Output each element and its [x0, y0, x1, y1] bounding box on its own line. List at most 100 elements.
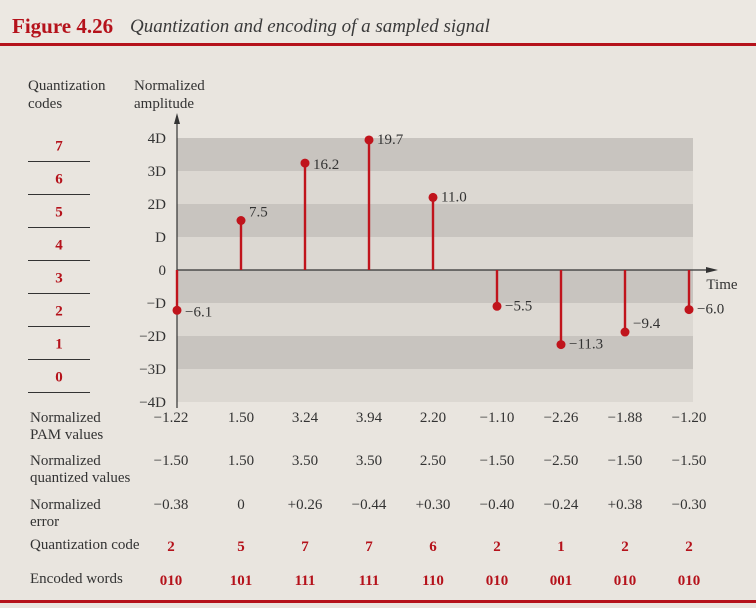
table-cell: 2.50 [419, 453, 447, 469]
table-cell: −1.50 [671, 453, 707, 469]
y-tick-label: 3D [148, 164, 167, 180]
table-row-label: Quantization code [30, 537, 140, 553]
table-row-label: Normalized quantized values [30, 453, 131, 486]
quantization-code-label: 0 [55, 370, 63, 386]
table-cell: +0.26 [287, 497, 323, 513]
table-cell: 1.50 [227, 410, 255, 426]
sample-value-label: 19.7 [377, 132, 404, 148]
sample-point [300, 158, 310, 168]
sample-point [620, 327, 630, 337]
table-cell: 5 [237, 539, 245, 555]
table-cell: −0.40 [479, 497, 515, 513]
table-cell: 010 [485, 573, 509, 589]
y-tick-label: 4D [148, 131, 167, 147]
table-cell: 111 [358, 573, 380, 589]
table-cell: 010 [159, 573, 183, 589]
table-cell: 111 [294, 573, 316, 589]
codes-column-label: Quantization codes [28, 78, 106, 112]
figure-label: Figure 4.26 [12, 14, 114, 38]
bottom-rule [0, 600, 756, 603]
table-cell: 3.50 [355, 453, 383, 469]
table-cell: +0.38 [607, 497, 643, 513]
table-cell: 7 [301, 539, 309, 555]
amplitude-band [177, 204, 693, 237]
table-cell: −0.30 [671, 497, 707, 513]
table-row-label: Normalized PAM values [30, 410, 104, 443]
table-cell: 1 [557, 539, 565, 555]
table-cell: 2.20 [419, 410, 447, 426]
table-cell: 010 [613, 573, 637, 589]
table-cell: −2.26 [543, 410, 579, 426]
sample-value-label: 7.5 [249, 205, 268, 221]
x-axis-label: Time [706, 277, 737, 293]
sample-point [492, 301, 502, 311]
y-tick-label: −2D [139, 329, 166, 345]
y-tick-label: −3D [139, 362, 166, 378]
table-row-label: Encoded words [30, 571, 123, 587]
table-cell: −1.50 [479, 453, 515, 469]
sample-point [236, 216, 246, 225]
sample-value-label: −11.3 [569, 337, 603, 353]
table-cell: 2 [167, 539, 175, 555]
header-rule [0, 43, 756, 46]
table-cell: 2 [621, 539, 629, 555]
quantization-code-label: 2 [55, 304, 63, 320]
sample-value-label: −5.5 [505, 298, 532, 314]
table-cell: 0 [237, 497, 245, 513]
y-axis-label: Normalized amplitude [134, 78, 205, 112]
table-row-label: Normalized error [30, 497, 101, 530]
table-cell: 3.24 [291, 410, 319, 426]
y-tick-label: 2D [148, 197, 167, 213]
amplitude-band [177, 237, 693, 270]
figure-header: Figure 4.26 Quantization and encoding of… [0, 0, 756, 44]
amplitude-band [177, 138, 693, 171]
quantization-code-label: 4 [55, 238, 63, 254]
table-cell: +0.30 [415, 497, 451, 513]
table-cell: −1.50 [607, 453, 643, 469]
sample-value-label: 16.2 [313, 157, 339, 173]
table-cell: 3.50 [291, 453, 319, 469]
y-tick-label: D [155, 230, 166, 246]
y-tick-label: 0 [159, 263, 167, 279]
amplitude-band [177, 369, 693, 402]
x-axis-arrow [706, 267, 718, 273]
sample-value-label: −9.4 [633, 316, 661, 332]
sample-point [172, 305, 182, 315]
table-cell: 1.50 [227, 453, 255, 469]
quantization-code-label: 1 [55, 337, 63, 353]
table-cell: 2 [493, 539, 501, 555]
table-cell: 110 [422, 573, 444, 589]
amplitude-band [177, 336, 693, 369]
amplitude-band [177, 303, 693, 336]
y-tick-label: −4D [139, 395, 166, 411]
table-cell: −0.38 [153, 497, 189, 513]
quantization-code-label: 6 [55, 172, 63, 188]
table-cell: 6 [429, 539, 437, 555]
sample-value-label: −6.0 [697, 302, 724, 318]
table-cell: 2 [685, 539, 693, 555]
table-cell: −2.50 [543, 453, 579, 469]
table-cell: −1.20 [671, 410, 707, 426]
sample-point [556, 340, 566, 350]
amplitude-band [177, 270, 693, 303]
table-cell: −1.88 [607, 410, 643, 426]
table-cell: −0.44 [351, 497, 387, 513]
quantization-code-label: 5 [55, 205, 63, 221]
y-axis-arrow [174, 113, 180, 124]
sample-value-label: −6.1 [185, 304, 212, 320]
table-cell: −1.22 [153, 410, 189, 426]
table-cell: 001 [549, 573, 573, 589]
sample-point [684, 305, 694, 315]
figure-caption: Quantization and encoding of a sampled s… [130, 16, 490, 37]
sample-point [364, 135, 374, 145]
table-cell: 010 [677, 573, 701, 589]
table-cell: 101 [229, 573, 253, 589]
sample-point [428, 192, 438, 202]
quantization-code-label: 7 [55, 139, 63, 155]
table-cell: −1.50 [153, 453, 189, 469]
sample-value-label: 11.0 [441, 189, 467, 205]
table-cell: −1.10 [479, 410, 515, 426]
table-cell: −0.24 [543, 497, 579, 513]
quantization-code-label: 3 [55, 271, 63, 287]
